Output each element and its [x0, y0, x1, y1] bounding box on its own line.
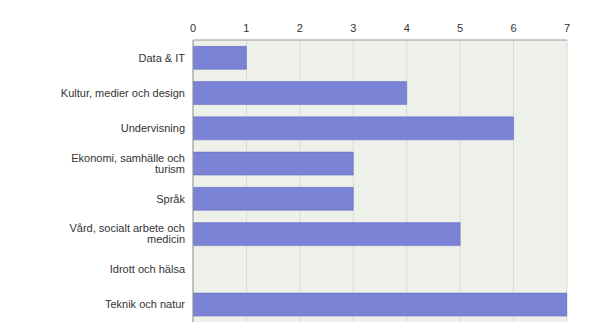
svg-text:3: 3 — [350, 22, 356, 34]
svg-text:5: 5 — [457, 22, 463, 34]
svg-text:Teknik och natur: Teknik och natur — [105, 298, 185, 310]
svg-text:0: 0 — [190, 22, 196, 34]
svg-text:Språk: Språk — [156, 193, 185, 205]
svg-text:2: 2 — [297, 22, 303, 34]
svg-text:4: 4 — [404, 22, 410, 34]
svg-text:Ekonomi, samhälle ochturism: Ekonomi, samhälle ochturism — [71, 152, 185, 175]
svg-text:1: 1 — [243, 22, 249, 34]
svg-text:7: 7 — [564, 22, 570, 34]
svg-text:Data & IT: Data & IT — [139, 52, 186, 64]
svg-text:Kultur, medier och design: Kultur, medier och design — [61, 87, 185, 99]
svg-text:Undervisning: Undervisning — [121, 122, 185, 134]
svg-text:Idrott och hälsa: Idrott och hälsa — [110, 263, 186, 275]
svg-text:Vård, socialt arbete ochmedici: Vård, socialt arbete ochmedicin — [69, 222, 185, 245]
svg-text:6: 6 — [511, 22, 517, 34]
